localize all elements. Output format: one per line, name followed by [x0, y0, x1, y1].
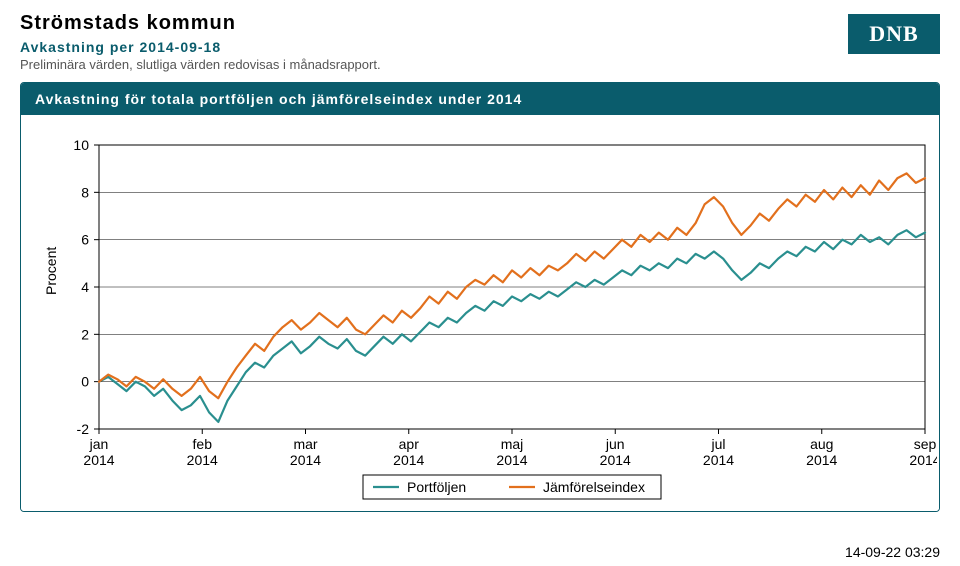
page-note: Preliminära värden, slutliga värden redo… — [20, 57, 940, 72]
page-title: Strömstads kommun — [20, 12, 940, 35]
line-chart: -20246810jan2014feb2014mar2014apr2014maj… — [21, 115, 937, 511]
svg-text:2014: 2014 — [496, 452, 527, 468]
svg-text:aug: aug — [810, 436, 833, 452]
svg-text:apr: apr — [399, 436, 420, 452]
chart-panel-title: Avkastning för totala portföljen och jäm… — [21, 83, 939, 115]
svg-text:0: 0 — [81, 374, 89, 390]
svg-text:jan: jan — [89, 436, 109, 452]
svg-text:2014: 2014 — [290, 452, 321, 468]
svg-text:2014: 2014 — [806, 452, 837, 468]
svg-text:jun: jun — [605, 436, 625, 452]
svg-text:2014: 2014 — [600, 452, 631, 468]
svg-text:Jämförelseindex: Jämförelseindex — [543, 479, 645, 495]
timestamp: 14-09-22 03:29 — [845, 544, 940, 560]
svg-text:-2: -2 — [77, 421, 90, 437]
svg-text:jul: jul — [710, 436, 725, 452]
svg-text:2: 2 — [81, 326, 89, 342]
page-subtitle: Avkastning per 2014-09-18 — [20, 39, 940, 55]
svg-text:feb: feb — [193, 436, 213, 452]
svg-text:8: 8 — [81, 184, 89, 200]
svg-text:2014: 2014 — [909, 452, 937, 468]
svg-text:2014: 2014 — [83, 452, 114, 468]
chart-area: Procent -20246810jan2014feb2014mar2014ap… — [21, 115, 939, 511]
svg-text:4: 4 — [81, 279, 89, 295]
svg-text:2014: 2014 — [187, 452, 218, 468]
brand-logo-text: DNB — [869, 21, 918, 47]
svg-text:2014: 2014 — [703, 452, 734, 468]
chart-panel: Avkastning för totala portföljen och jäm… — [20, 82, 940, 512]
svg-text:mar: mar — [293, 436, 317, 452]
svg-text:sep: sep — [914, 436, 937, 452]
svg-text:Portföljen: Portföljen — [407, 479, 466, 495]
brand-logo: DNB — [848, 14, 940, 54]
svg-text:maj: maj — [501, 436, 524, 452]
svg-text:6: 6 — [81, 232, 89, 248]
svg-text:2014: 2014 — [393, 452, 424, 468]
svg-text:10: 10 — [73, 137, 89, 153]
y-axis-label: Procent — [43, 247, 59, 295]
